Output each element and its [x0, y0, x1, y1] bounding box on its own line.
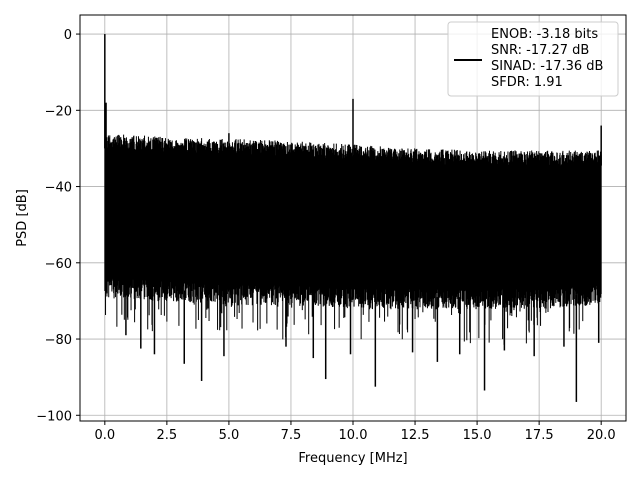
- y-tick-label: −40: [45, 181, 72, 196]
- x-tick-label: 7.5: [281, 428, 302, 443]
- psd-noise-core: [104, 152, 602, 290]
- y-tick-label: 0: [64, 28, 72, 43]
- legend-entry-enob: ENOB: -3.18 bits: [491, 27, 598, 42]
- x-tick-label: 10.0: [339, 428, 368, 443]
- x-tick-label: 20.0: [587, 428, 616, 443]
- legend-box: [447, 21, 619, 97]
- legend: ENOB: -3.18 bits SNR: -17.27 dB SINAD: -…: [447, 21, 619, 97]
- x-axis-label: Frequency [MHz]: [298, 451, 407, 466]
- y-axis-label: PSD [dB]: [15, 189, 30, 247]
- y-tick-label: −80: [45, 333, 72, 348]
- legend-entry-sinad: SINAD: -17.36 dB: [491, 59, 603, 74]
- x-tick-label: 5.0: [219, 428, 240, 443]
- x-tick-label: 0.0: [94, 428, 115, 443]
- legend-entry-snr: SNR: -17.27 dB: [491, 43, 589, 58]
- x-tick-label: 15.0: [463, 428, 492, 443]
- x-axis: 0.0 2.5 5.0 7.5 10.0 12.5 15.0 17.5 20.0: [94, 421, 616, 443]
- y-tick-label: −20: [45, 104, 72, 119]
- y-tick-label: −100: [36, 409, 72, 424]
- series-psd: [104, 34, 602, 402]
- x-tick-label: 17.5: [525, 428, 554, 443]
- y-tick-label: −60: [45, 257, 72, 272]
- x-tick-label: 2.5: [157, 428, 178, 443]
- x-tick-label: 12.5: [401, 428, 430, 443]
- legend-entry-sfdr: SFDR: 1.91: [491, 75, 563, 90]
- y-axis: 0 −20 −40 −60 −80 −100: [36, 28, 80, 424]
